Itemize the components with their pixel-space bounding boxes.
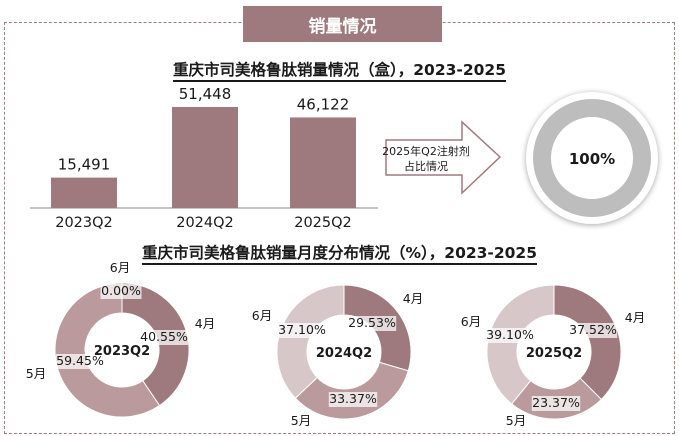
donut-value-bg-2023Q2-6月 (100, 284, 142, 299)
donut-title-wrap: 重庆市司美格鲁肽销量月度分布情况（%），2023-2025 (0, 241, 679, 265)
donut-slice-2025Q2-4月 (553, 284, 622, 401)
bar-2025Q2 (290, 117, 356, 208)
donut-month-label-2023Q2-5月: 5月 (26, 366, 46, 381)
donut-2023Q2: 40.55% 4月 59.45% 5月 0.00% 6月 2023Q2 (26, 260, 215, 418)
bar-category-label-2023Q2: 2023Q2 (55, 215, 113, 231)
donut-2024Q2: 29.53% 4月 33.37% 5月 37.10% 6月 2024Q2 (252, 284, 423, 428)
donut-month-label-2025Q2-4月: 4月 (625, 310, 645, 325)
donut-value-bg-2023Q2-4月 (139, 330, 189, 345)
bar-category-label-2024Q2: 2024Q2 (176, 215, 234, 231)
donut-value-bg-2025Q2-5月 (531, 396, 581, 411)
donut-chart-title: 重庆市司美格鲁肽销量月度分布情况（%），2023-2025 (142, 244, 537, 265)
donut-slice-2023Q2-4月 (121, 282, 190, 407)
donut-center-label-2023Q2: 2023Q2 (94, 344, 150, 359)
bar-chart-title: 重庆市司美格鲁肽销量情况（盒），2023-2025 (173, 61, 506, 82)
donut-center-label-2024Q2: 2024Q2 (316, 346, 372, 361)
donut-slice-2024Q2-5月 (294, 361, 409, 420)
arrow-shape (385, 120, 502, 195)
donut-value-bg-2024Q2-5月 (328, 392, 378, 407)
donut-month-label-2023Q2-6月: 6月 (110, 260, 130, 275)
donut-value-bg-2024Q2-4月 (347, 316, 397, 331)
ring-center-label: 100% (569, 150, 615, 168)
arrow-label-line1: 2025年Q2注射剂 (382, 144, 470, 158)
donut-month-label-2024Q2-6月: 6月 (252, 308, 272, 323)
bar-chart-title-wrap: 重庆市司美格鲁肽销量情况（盒），2023-2025 (0, 58, 679, 82)
donut-month-label-2025Q2-5月: 5月 (506, 413, 526, 428)
donut-month-label-2024Q2-4月: 4月 (403, 291, 423, 306)
ring-slice-100 (533, 99, 651, 217)
bar-category-label-2025Q2: 2025Q2 (294, 215, 352, 231)
donut-value-label-2023Q2-4月: 40.55% (140, 329, 188, 344)
bar-value-label-2025Q2: 46,122 (297, 95, 350, 113)
donut-value-label-2025Q2-5月: 23.37% (532, 395, 580, 410)
donut-slice-2024Q2-6月 (276, 284, 345, 399)
bar-2024Q2 (172, 107, 238, 208)
donut-value-bg-2024Q2-6月 (277, 323, 327, 338)
bar-chart: 15,491 2023Q2 51,448 2024Q2 46,122 2025Q2 (30, 85, 378, 231)
donut-slice-2025Q2-6月 (486, 284, 555, 405)
bar-value-label-2023Q2: 15,491 (58, 156, 111, 174)
donut-2025Q2: 37.52% 4月 23.37% 5月 39.10% 6月 2025Q2 (461, 284, 645, 428)
donut-value-label-2023Q2-5月: 59.45% (56, 353, 104, 368)
monthly-donuts: 40.55% 4月 59.45% 5月 0.00% 6月 2023Q2 29.53% 4月 33.… (26, 260, 645, 428)
ring-chart: 100% (526, 92, 658, 224)
donut-center-label-2025Q2: 2025Q2 (526, 346, 582, 361)
donut-value-bg-2023Q2-5月 (55, 354, 105, 369)
section-header: 销量情况 (243, 6, 442, 42)
donut-month-label-2025Q2-6月: 6月 (461, 314, 481, 329)
donut-value-label-2024Q2-6月: 37.10% (278, 322, 326, 337)
arrow-label-line2: 占比情况 (404, 159, 448, 173)
donut-value-label-2025Q2-6月: 39.10% (486, 327, 534, 342)
donut-month-label-2024Q2-5月: 5月 (291, 413, 311, 428)
bar-2023Q2 (51, 177, 117, 208)
donut-value-label-2025Q2-4月: 37.52% (569, 322, 617, 337)
donut-value-bg-2025Q2-6月 (485, 328, 535, 343)
arrow-callout: 2025年Q2注射剂 占比情况 (382, 120, 502, 195)
donut-value-label-2024Q2-4月: 29.53% (348, 315, 396, 330)
donut-value-label-2023Q2-6月: 0.00% (101, 283, 141, 298)
donut-value-bg-2025Q2-4月 (568, 323, 618, 338)
bar-value-label-2024Q2: 51,448 (179, 85, 232, 103)
donut-value-label-2024Q2-5月: 33.37% (329, 391, 377, 406)
donut-month-label-2023Q2-4月: 4月 (195, 316, 215, 331)
